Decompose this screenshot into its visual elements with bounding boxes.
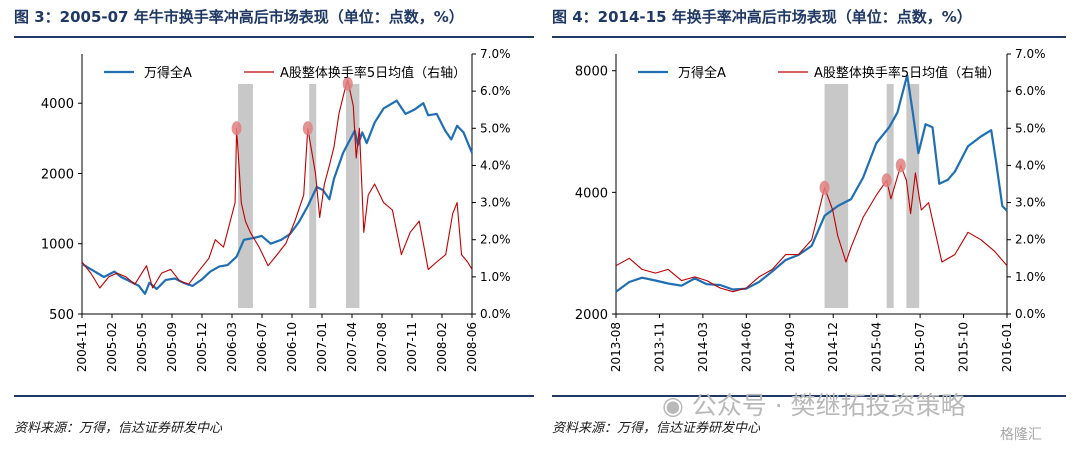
right-tick-label: 2.0% <box>1015 233 1046 247</box>
title-rule <box>14 36 534 38</box>
footer-rule <box>14 395 534 397</box>
right-tick-label: 6.0% <box>1015 84 1046 98</box>
x-tick-label: 2005-09 <box>165 322 179 372</box>
figure-3: 图 3：2005-07 年牛市换手率冲高后市场表现（单位：点数，%） 500 10… <box>14 0 534 449</box>
right-tick-label: 3.0% <box>1015 196 1046 210</box>
left-tick-label: 4000 <box>575 186 608 201</box>
right-tick-label: 5.0% <box>1015 121 1046 135</box>
x-tick-label: 2013-08 <box>609 322 623 372</box>
legend-label-turnover: A股整体换手率5日均值（右轴） <box>280 65 466 81</box>
peak-marker <box>895 158 906 173</box>
right-tick-label: 1.0% <box>1015 270 1046 284</box>
x-tick-label: 2004-11 <box>75 322 89 372</box>
right-tick-label: 5.0% <box>480 121 511 135</box>
watermark-text: 公众号 · 樊继拓投资策略 <box>691 391 966 420</box>
chart-figure-4: 2000 4000 8000 0.0% 1.0% 2.0% 3.0% 4.0% 5.0% 6.0%… <box>575 47 1046 372</box>
shaded-period <box>824 84 849 308</box>
series-line-index <box>81 99 474 295</box>
x-tick-label: 2006-03 <box>225 322 239 372</box>
source-note: 资料来源：万得，信达证券研发中心 <box>14 421 223 436</box>
peak-marker <box>881 173 892 188</box>
peak-marker <box>819 180 830 195</box>
peak-marker <box>302 121 313 136</box>
x-tick-label: 2005-02 <box>105 322 119 372</box>
x-tick-label: 2015-04 <box>870 322 884 372</box>
legend-label-turnover: A股整体换手率5日均值（右轴） <box>814 65 1000 81</box>
x-tick-label: 2007-04 <box>345 322 359 372</box>
x-tick-label: 2014-09 <box>783 322 797 372</box>
right-tick-label: 2.0% <box>480 233 511 247</box>
x-tick-label: 2015-10 <box>957 322 971 372</box>
figure-title: 图 4：2014-15 年换手率冲高后市场表现（单位：点数，%） <box>552 8 972 26</box>
left-tick-label: 500 <box>49 308 74 323</box>
watermark: ◉ 公众号 · 樊继拓投资策略 <box>662 386 966 422</box>
series-line-index <box>615 74 1008 293</box>
x-tick-label: 2008-06 <box>465 322 479 372</box>
x-tick-label: 2008-02 <box>435 322 449 372</box>
x-tick-label: 2007-01 <box>315 322 329 372</box>
right-tick-label: 7.0% <box>1015 47 1046 61</box>
right-tick-label: 7.0% <box>480 47 511 61</box>
wechat-icon: ◉ <box>662 391 684 420</box>
x-tick-label: 2006-10 <box>285 322 299 372</box>
x-tick-label: 2007-11 <box>405 322 419 372</box>
shaded-period <box>238 84 253 308</box>
right-tick-label: 0.0% <box>480 307 511 321</box>
right-tick-label: 4.0% <box>1015 158 1046 172</box>
chart-figure-3: 500 1000 2000 4000 0.0% 1.0% 2.0% 3.0% 4.0% 5.0% 6… <box>41 47 511 372</box>
left-tick-label: 8000 <box>575 65 608 80</box>
legend-label-index: 万得全A <box>144 65 192 81</box>
figure-4: 图 4：2014-15 年换手率冲高后市场表现（单位：点数，%） 2000 400… <box>552 0 1066 449</box>
x-tick-label: 2014-03 <box>696 322 710 372</box>
shaded-period <box>345 84 360 308</box>
left-tick-label: 4000 <box>41 97 74 112</box>
footer-rule <box>552 395 1066 397</box>
figure-title: 图 3：2005-07 年牛市换手率冲高后市场表现（单位：点数，%） <box>14 8 464 26</box>
x-tick-label: 2005-12 <box>195 322 209 372</box>
watermark-logo: 格隆汇 <box>1000 427 1042 443</box>
x-tick-label: 2007-08 <box>375 322 389 372</box>
left-tick-label: 2000 <box>41 167 74 182</box>
left-tick-label: 2000 <box>575 308 608 323</box>
legend-label-index: 万得全A <box>678 65 726 81</box>
x-tick-label: 2013-11 <box>652 322 666 372</box>
right-tick-label: 1.0% <box>480 270 511 284</box>
source-note: 资料来源：万得，信达证券研发中心 <box>552 421 761 436</box>
right-tick-label: 6.0% <box>480 84 511 98</box>
peak-marker <box>342 76 353 91</box>
peak-marker <box>231 121 242 136</box>
x-tick-label: 2014-12 <box>826 322 840 372</box>
series-line-turnover <box>81 79 473 289</box>
title-rule <box>552 36 1066 38</box>
x-tick-label: 2014-06 <box>739 322 753 372</box>
right-tick-label: 3.0% <box>480 196 511 210</box>
series-line-turnover <box>615 164 1008 293</box>
x-tick-label: 2016-01 <box>1000 322 1014 372</box>
right-tick-label: 4.0% <box>480 158 511 172</box>
x-tick-label: 2005-05 <box>135 322 149 372</box>
x-tick-label: 2015-07 <box>913 322 927 372</box>
right-tick-label: 0.0% <box>1015 307 1046 321</box>
left-tick-label: 1000 <box>41 238 74 253</box>
x-tick-label: 2006-07 <box>255 322 269 372</box>
